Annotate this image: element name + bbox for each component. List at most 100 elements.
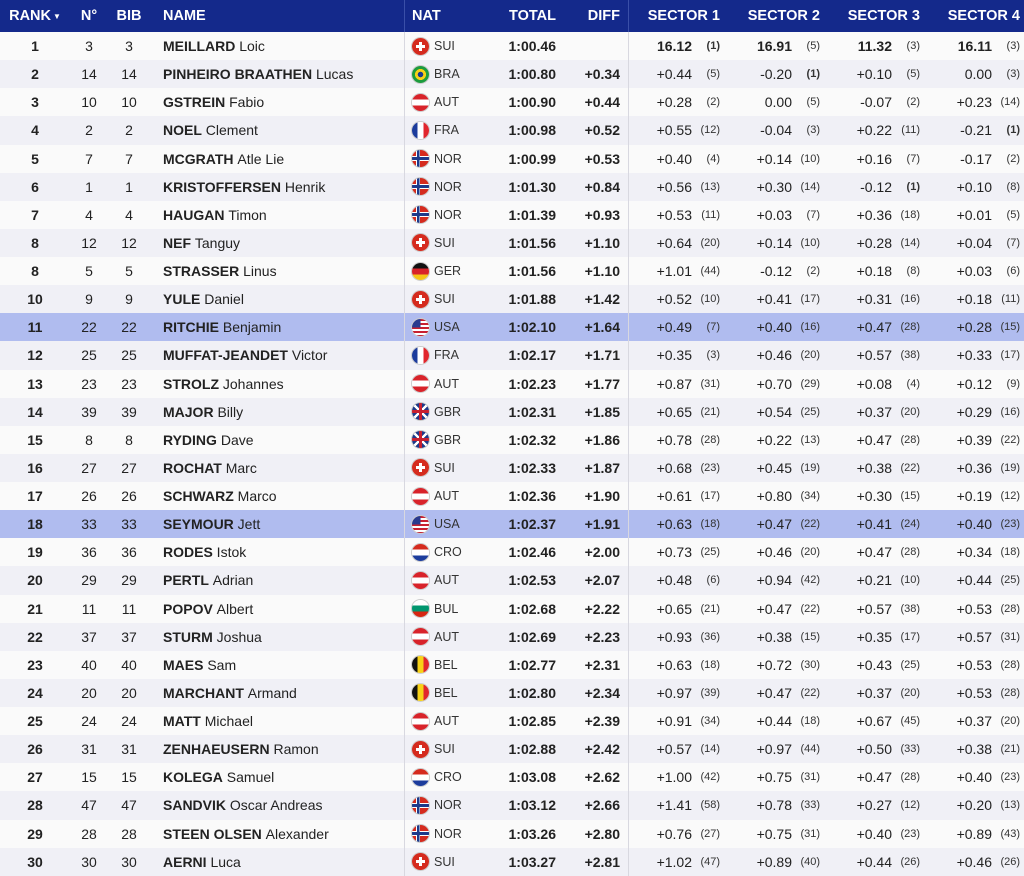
table-row[interactable]: 18 33 33 SEYMOUR Jett USA 1:02.37 +1.91 +0.63 (1… bbox=[0, 510, 1024, 539]
sector-time: +0.19 bbox=[956, 488, 992, 505]
table-row[interactable]: 3 10 10 GSTREIN Fabio AUT 1:00.90 +0.44 +0.28 (2… bbox=[0, 88, 1024, 117]
sector-4-cell: +0.01 (5) bbox=[930, 201, 1020, 229]
athlete-name[interactable]: SANDVIK Oscar Andreas bbox=[163, 791, 323, 819]
athlete-name[interactable]: PINHEIRO BRAATHEN Lucas bbox=[163, 60, 353, 88]
sector-rank: (10) bbox=[800, 152, 820, 165]
sector-3-cell: +0.41 (24) bbox=[830, 510, 920, 538]
athlete-name[interactable]: ROCHAT Marc bbox=[163, 454, 257, 482]
time-diff: +0.93 bbox=[584, 206, 620, 223]
athlete-name[interactable]: RYDING Dave bbox=[163, 426, 254, 454]
table-row[interactable]: 8 12 12 NEF Tanguy SUI 1:01.56 +1.10 +0.64 (20) +… bbox=[0, 228, 1024, 257]
table-row[interactable]: 26 31 31 ZENHAEUSERN Ramon SUI 1:02.88 +2.42 +0… bbox=[0, 735, 1024, 764]
column-no[interactable]: N° bbox=[80, 8, 98, 24]
total-time: 1:02.77 bbox=[508, 656, 556, 673]
table-row[interactable]: 14 39 39 MAJOR Billy GBR 1:02.31 +1.85 +0.65 (21… bbox=[0, 397, 1024, 426]
athlete-name[interactable]: AERNI Luca bbox=[163, 848, 241, 876]
column-sector-3[interactable]: SECTOR 3 bbox=[847, 8, 920, 24]
sector-rank: (19) bbox=[1000, 461, 1020, 474]
athlete-name[interactable]: YULE Daniel bbox=[163, 285, 244, 313]
athlete-name[interactable]: MARCHANT Armand bbox=[163, 679, 297, 707]
athlete-name[interactable]: SEYMOUR Jett bbox=[163, 510, 260, 538]
athlete-name[interactable]: MAES Sam bbox=[163, 651, 236, 679]
column-sector-4[interactable]: SECTOR 4 bbox=[947, 8, 1020, 24]
nation-cell: SUI bbox=[412, 32, 455, 60]
column-sector-1[interactable]: SECTOR 1 bbox=[647, 8, 720, 24]
table-row[interactable]: 17 26 26 SCHWARZ Marco AUT 1:02.36 +1.90 +0.61 (… bbox=[0, 482, 1024, 511]
table-row[interactable]: 20 29 29 PERTL Adrian AUT 1:02.53 +2.07 +0.48 (6… bbox=[0, 566, 1024, 595]
table-row[interactable]: 16 27 27 ROCHAT Marc SUI 1:02.33 +1.87 +0.68 (23… bbox=[0, 453, 1024, 482]
athlete-name[interactable]: SCHWARZ Marco bbox=[163, 482, 277, 510]
rank-cell: 25 bbox=[27, 713, 43, 730]
flag-nor-icon bbox=[412, 796, 429, 814]
sector-rank: (25) bbox=[700, 546, 720, 559]
table-row[interactable]: 7 4 4 HAUGAN Timon NOR 1:01.39 +0.93 +0.53 (11) +… bbox=[0, 200, 1024, 229]
table-row[interactable]: 11 22 22 RITCHIE Benjamin USA 1:02.10 +1.64 +0.… bbox=[0, 313, 1024, 342]
athlete-name[interactable]: RITCHIE Benjamin bbox=[163, 313, 281, 341]
table-row[interactable]: 15 8 8 RYDING Dave GBR 1:02.32 +1.86 +0.78 (28) +… bbox=[0, 425, 1024, 454]
sector-2-cell: +0.75 (31) bbox=[730, 763, 820, 791]
table-row[interactable]: 30 30 30 AERNI Luca SUI 1:03.27 +2.81 +1.02 (47)… bbox=[0, 847, 1024, 876]
sector-4-cell: +0.37 (20) bbox=[930, 707, 1020, 735]
nation-cell: GER bbox=[412, 257, 461, 285]
column-total[interactable]: TOTAL bbox=[509, 8, 556, 24]
athlete-name[interactable]: GSTREIN Fabio bbox=[163, 88, 264, 116]
table-row[interactable]: 25 24 24 MATT Michael AUT 1:02.85 +2.39 +0.91 (3… bbox=[0, 707, 1024, 736]
table-row[interactable]: 10 9 9 YULE Daniel SUI 1:01.88 +1.42 +0.52 (10) +… bbox=[0, 285, 1024, 314]
athlete-name[interactable]: PERTL Adrian bbox=[163, 566, 253, 594]
column-divider bbox=[404, 763, 405, 792]
table-row[interactable]: 29 28 28 STEEN OLSEN Alexander NOR 1:03.26 +2.… bbox=[0, 819, 1024, 848]
athlete-name[interactable]: MEILLARD Loic bbox=[163, 32, 265, 60]
athlete-name[interactable]: MAJOR Billy bbox=[163, 398, 243, 426]
start-number-cell: 22 bbox=[81, 319, 97, 336]
athlete-name[interactable]: HAUGAN Timon bbox=[163, 201, 267, 229]
table-row[interactable]: 23 40 40 MAES Sam BEL 1:02.77 +2.31 +0.63 (18) +0… bbox=[0, 650, 1024, 679]
start-number-cell: 10 bbox=[81, 94, 97, 111]
table-row[interactable]: 6 1 1 KRISTOFFERSEN Henrik NOR 1:01.30 +0.84 +0… bbox=[0, 172, 1024, 201]
flag-nor-icon bbox=[412, 206, 429, 224]
table-row[interactable]: 28 47 47 SANDVIK Oscar Andreas NOR 1:03.12 +2.… bbox=[0, 791, 1024, 820]
table-row[interactable]: 21 11 11 POPOV Albert BUL 1:02.68 +2.22 +0.65 (2… bbox=[0, 594, 1024, 623]
column-divider bbox=[404, 369, 405, 398]
table-row[interactable]: 24 20 20 MARCHANT Armand BEL 1:02.80 +2.34 +0.9… bbox=[0, 678, 1024, 707]
sector-time: +0.53 bbox=[956, 684, 992, 701]
column-sector-2[interactable]: SECTOR 2 bbox=[747, 8, 820, 24]
athlete-name[interactable]: MUFFAT-JEANDET Victor bbox=[163, 341, 327, 369]
table-row[interactable]: 1 3 3 MEILLARD Loic SUI 1:00.46 16.12 (1) 16.91 (… bbox=[0, 32, 1024, 61]
athlete-name[interactable]: MCGRATH Atle Lie bbox=[163, 145, 284, 173]
athlete-name[interactable]: STRASSER Linus bbox=[163, 257, 277, 285]
athlete-name[interactable]: STROLZ Johannes bbox=[163, 370, 284, 398]
sector-time: +0.29 bbox=[956, 403, 992, 420]
sector-time: +0.22 bbox=[856, 122, 892, 139]
athlete-last-name: GSTREIN bbox=[163, 94, 226, 111]
athlete-name[interactable]: STEEN OLSEN Alexander bbox=[163, 820, 329, 848]
athlete-name[interactable]: RODES Istok bbox=[163, 538, 246, 566]
sector-rank: (8) bbox=[906, 265, 920, 278]
table-row[interactable]: 22 37 37 STURM Joshua AUT 1:02.69 +2.23 +0.93 (3… bbox=[0, 622, 1024, 651]
column-name[interactable]: NAME bbox=[163, 8, 206, 24]
sector-3-cell: +0.47 (28) bbox=[830, 763, 920, 791]
athlete-name[interactable]: KOLEGA Samuel bbox=[163, 763, 274, 791]
column-rank[interactable]: RANK ▼ bbox=[9, 8, 61, 24]
column-nat[interactable]: NAT bbox=[412, 8, 441, 24]
column-bib[interactable]: BIB bbox=[116, 8, 142, 24]
athlete-name[interactable]: KRISTOFFERSEN Henrik bbox=[163, 173, 325, 201]
athlete-name[interactable]: ZENHAEUSERN Ramon bbox=[163, 735, 319, 763]
sector-rank: (10) bbox=[700, 293, 720, 306]
athlete-name[interactable]: STURM Joshua bbox=[163, 623, 262, 651]
athlete-name[interactable]: POPOV Albert bbox=[163, 595, 253, 623]
table-row[interactable]: 19 36 36 RODES Istok CRO 1:02.46 +2.00 +0.73 (25… bbox=[0, 538, 1024, 567]
table-row[interactable]: 2 14 14 PINHEIRO BRAATHEN Lucas BRA 1:00.80 +0… bbox=[0, 60, 1024, 89]
athlete-name[interactable]: NEF Tanguy bbox=[163, 229, 240, 257]
table-row[interactable]: 27 15 15 KOLEGA Samuel CRO 1:03.08 +2.62 +1.00 (… bbox=[0, 763, 1024, 792]
table-row[interactable]: 5 7 7 MCGRATH Atle Lie NOR 1:00.99 +0.53 +0.40 (… bbox=[0, 144, 1024, 173]
table-row[interactable]: 13 23 23 STROLZ Johannes AUT 1:02.23 +1.77 +0.8… bbox=[0, 369, 1024, 398]
table-row[interactable]: 4 2 2 NOEL Clement FRA 1:00.98 +0.52 +0.55 (12) -… bbox=[0, 116, 1024, 145]
sector-1-cell: +0.63 (18) bbox=[630, 651, 720, 679]
athlete-name[interactable]: MATT Michael bbox=[163, 707, 253, 735]
table-row[interactable]: 8 5 5 STRASSER Linus GER 1:01.56 +1.10 +1.01 (44… bbox=[0, 257, 1024, 286]
sector-time: +0.21 bbox=[856, 572, 892, 589]
column-diff[interactable]: DIFF bbox=[587, 8, 620, 24]
table-row[interactable]: 12 25 25 MUFFAT-JEANDET Victor FRA 1:02.17 +1.… bbox=[0, 341, 1024, 370]
table-header: RANK ▼ N° BIB NAME NAT TOTAL DIFF SECTOR … bbox=[0, 0, 1024, 32]
athlete-name[interactable]: NOEL Clement bbox=[163, 116, 258, 144]
